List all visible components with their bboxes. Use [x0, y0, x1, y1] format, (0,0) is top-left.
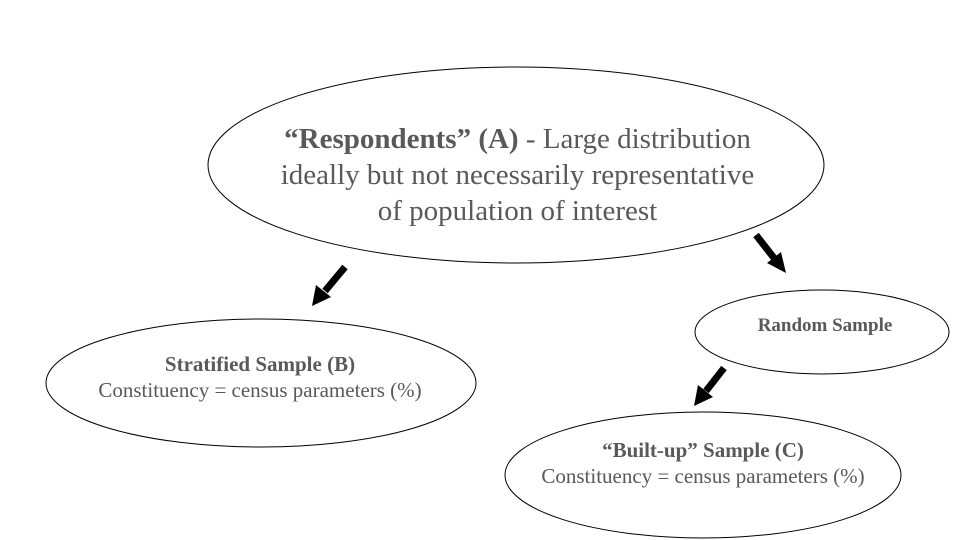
arrow-shaft [703, 365, 727, 394]
respondents-node-ellipse [207, 66, 825, 264]
built-up-node-ellipse [504, 411, 902, 539]
stratified-node-ellipse [45, 318, 477, 448]
respondents-line-2: ideally but not necessarily representati… [280, 159, 755, 191]
arrow-head [312, 285, 331, 306]
built-up-title: “Built-up” Sample (C) [602, 438, 804, 462]
built-up-subtitle: Constituency = census parameters (%) [541, 464, 865, 488]
random-sample-title: Random Sample [757, 315, 893, 336]
random-sample-node-ellipse [694, 289, 950, 375]
arrow-random-to-built-up [694, 365, 727, 406]
arrow-respondents-to-stratified [312, 264, 348, 306]
stratified-subtitle: Constituency = census parameters (%) [98, 378, 422, 402]
arrow-shaft [753, 232, 777, 261]
random-sample-node-text: Random Sample [700, 314, 950, 338]
arrow-head [767, 252, 786, 273]
respondents-title: “Respondents” (A) [284, 123, 519, 155]
built-up-node-text: “Built-up” Sample (C) Constituency = cen… [508, 437, 898, 489]
respondents-description-start: Large distribution [542, 123, 751, 155]
arrow-head [694, 385, 713, 406]
arrow-respondents-to-random [753, 232, 786, 273]
arrow-shaft [322, 264, 348, 294]
respondents-node-text: “Respondents” (A) - Large distribution i… [230, 121, 805, 229]
stratified-node-text: Stratified Sample (B) Constituency = cen… [50, 351, 470, 403]
respondents-separator: - [518, 123, 543, 155]
respondents-line-3: of population of interest [377, 195, 658, 227]
respondents-line-1: “Respondents” (A) - Large distribution [230, 121, 805, 157]
stratified-title: Stratified Sample (B) [164, 352, 356, 376]
